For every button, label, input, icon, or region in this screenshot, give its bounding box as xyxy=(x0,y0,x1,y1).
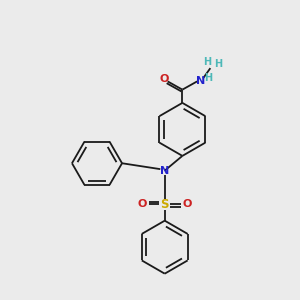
Text: H: H xyxy=(203,57,211,67)
Text: O: O xyxy=(183,200,192,209)
Text: O: O xyxy=(159,74,169,84)
Text: N: N xyxy=(196,76,205,86)
Text: H: H xyxy=(204,73,212,83)
Text: H: H xyxy=(214,59,223,69)
Text: O: O xyxy=(137,200,147,209)
Text: N: N xyxy=(160,166,169,176)
Text: S: S xyxy=(160,198,169,211)
